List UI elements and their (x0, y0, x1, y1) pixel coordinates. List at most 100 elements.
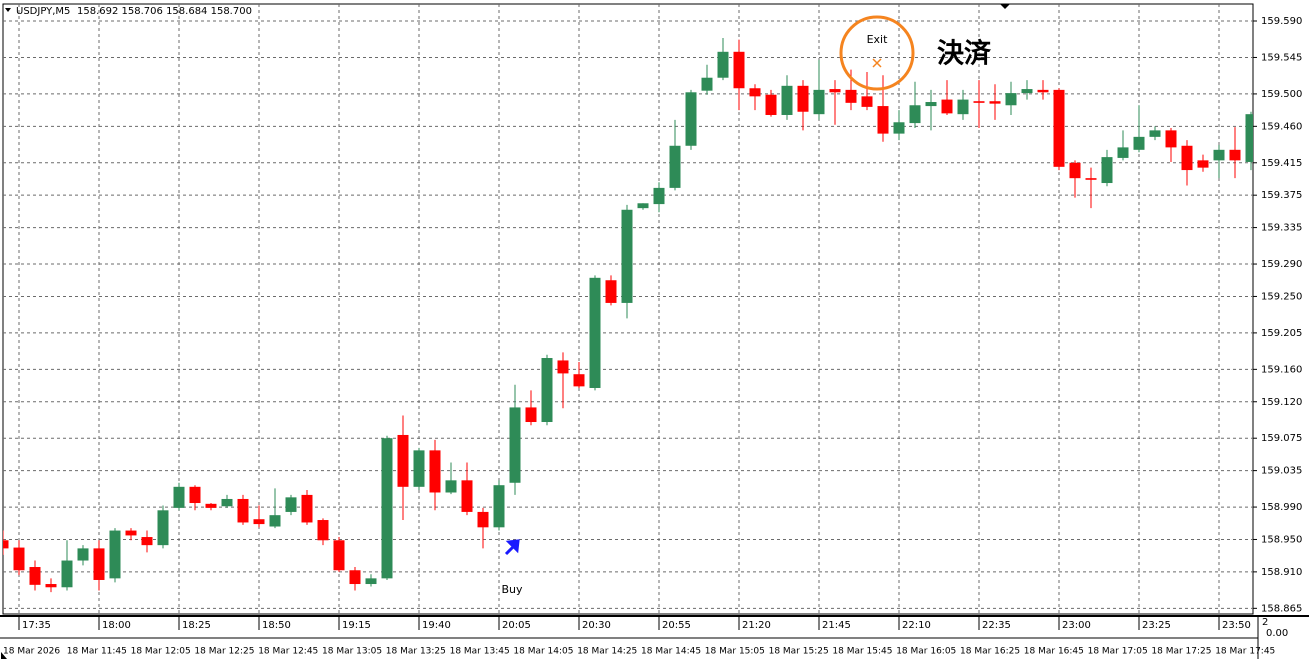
candle-body (909, 105, 921, 124)
x-tick-label: 17:35 (22, 620, 51, 631)
candle-body (925, 102, 937, 107)
candle-body (1069, 162, 1081, 179)
x-tick-label: 18:50 (262, 620, 291, 631)
y-tick-label: 159.335 (1261, 223, 1302, 234)
exit-note: 決済 (937, 38, 992, 70)
candle-body (845, 89, 857, 103)
y-tick-label: 159.290 (1261, 259, 1302, 270)
x-tick-label: 23:25 (1142, 620, 1171, 631)
candle-body (365, 578, 377, 585)
candle-body (637, 203, 649, 209)
candle-body (813, 89, 825, 115)
candle-body (717, 51, 729, 78)
candle-body (1149, 130, 1161, 137)
lower-time-label: 18 Mar 17:05 (1088, 647, 1148, 657)
lower-time-label: 18 Mar 14:25 (577, 647, 637, 657)
candle-body (765, 94, 777, 115)
candle-body (413, 450, 425, 487)
candle-body (1213, 149, 1225, 161)
y-tick-label: 159.120 (1261, 397, 1302, 408)
y-tick-label: 159.460 (1261, 121, 1302, 132)
x-tick-label: 19:15 (342, 620, 371, 631)
x-tick-label: 18:00 (102, 620, 131, 631)
y-tick-label: 159.205 (1261, 328, 1302, 339)
x-tick-label: 20:05 (502, 620, 531, 631)
candle-body (621, 209, 633, 303)
candle-body (173, 486, 185, 508)
candle-body (1005, 93, 1017, 106)
candle-body (157, 510, 169, 546)
lower-time-label: 18 Mar 12:05 (131, 647, 191, 657)
candle-body (861, 96, 873, 107)
lower-time-label: 18 Mar 13:25 (386, 647, 446, 657)
lower-time-label: 18 Mar 12:25 (194, 647, 254, 657)
candle-body (1117, 147, 1129, 158)
exit-circle (839, 15, 915, 91)
candle-body (573, 374, 585, 387)
lower-time-label: 18 Mar 11:45 (67, 647, 127, 657)
candle-body (269, 515, 281, 527)
y-tick-label: 159.415 (1261, 158, 1302, 169)
candle-body (477, 511, 489, 528)
candle-body (29, 567, 41, 585)
buy-label: Buy (501, 583, 523, 596)
x-tick-label: 21:20 (742, 620, 771, 631)
lower-time-label: 18 Mar 16:45 (1024, 647, 1084, 657)
y-tick-label: 158.865 (1261, 603, 1302, 614)
lower-time-label: 18 Mar 14:05 (513, 647, 573, 657)
candle-body (893, 122, 905, 134)
candle-body (397, 434, 409, 487)
plot-frame (2, 3, 1254, 615)
lower-time-label: 18 Mar 15:45 (832, 647, 892, 657)
x-tick-label: 23:00 (1062, 620, 1091, 631)
candle-body (557, 360, 569, 374)
x-tick-label: 22:10 (902, 620, 931, 631)
candle-body (1101, 157, 1113, 184)
lower-time-label: 18 Mar 15:05 (705, 647, 765, 657)
candle-body (829, 89, 841, 93)
candle-body (1197, 160, 1209, 168)
lower-time-label: 18 Mar 2026 (3, 647, 60, 657)
y-tick-label: 159.590 (1261, 16, 1302, 27)
y-tick-label: 158.950 (1261, 534, 1302, 545)
candle-body (61, 560, 73, 588)
candle-body (877, 106, 889, 134)
candle-body (125, 530, 137, 536)
candle-body (941, 99, 953, 114)
lower-axis-label: 2 (1262, 617, 1268, 628)
candle-body (77, 548, 89, 561)
lower-time-label: 18 Mar 15:25 (769, 647, 829, 657)
candle-body (189, 486, 201, 504)
candle-body (109, 530, 121, 579)
candle-body (493, 485, 505, 528)
candle-body (1053, 89, 1065, 167)
candle-body (605, 280, 617, 303)
lower-time-label: 18 Mar 13:45 (450, 647, 510, 657)
y-tick-label: 159.250 (1261, 291, 1302, 302)
candle-body (669, 145, 681, 188)
y-tick-label: 159.160 (1261, 364, 1302, 375)
candle-body (541, 358, 553, 423)
x-tick-label: 23:50 (1222, 620, 1251, 631)
x-tick-label: 21:45 (822, 620, 851, 631)
candle-body (525, 407, 537, 423)
x-tick-label: 18:25 (182, 620, 211, 631)
candle-body (1165, 130, 1177, 148)
candle-body (317, 520, 329, 541)
chart-title: USDJPY,M5 (16, 6, 70, 17)
candle-body (1021, 89, 1033, 94)
lower-time-label: 18 Mar 16:25 (960, 647, 1020, 657)
candle-body (685, 92, 697, 146)
x-tick-label: 20:30 (582, 620, 611, 631)
candle-body (445, 480, 457, 493)
candle-body (957, 99, 969, 115)
candle-body (1245, 114, 1253, 162)
y-tick-label: 158.910 (1261, 567, 1302, 578)
shift-marker (1000, 4, 1010, 9)
candle-body (989, 101, 1001, 104)
candle-body (429, 450, 441, 493)
candle-body (205, 503, 217, 508)
lower-time-label: 18 Mar 16:05 (896, 647, 956, 657)
